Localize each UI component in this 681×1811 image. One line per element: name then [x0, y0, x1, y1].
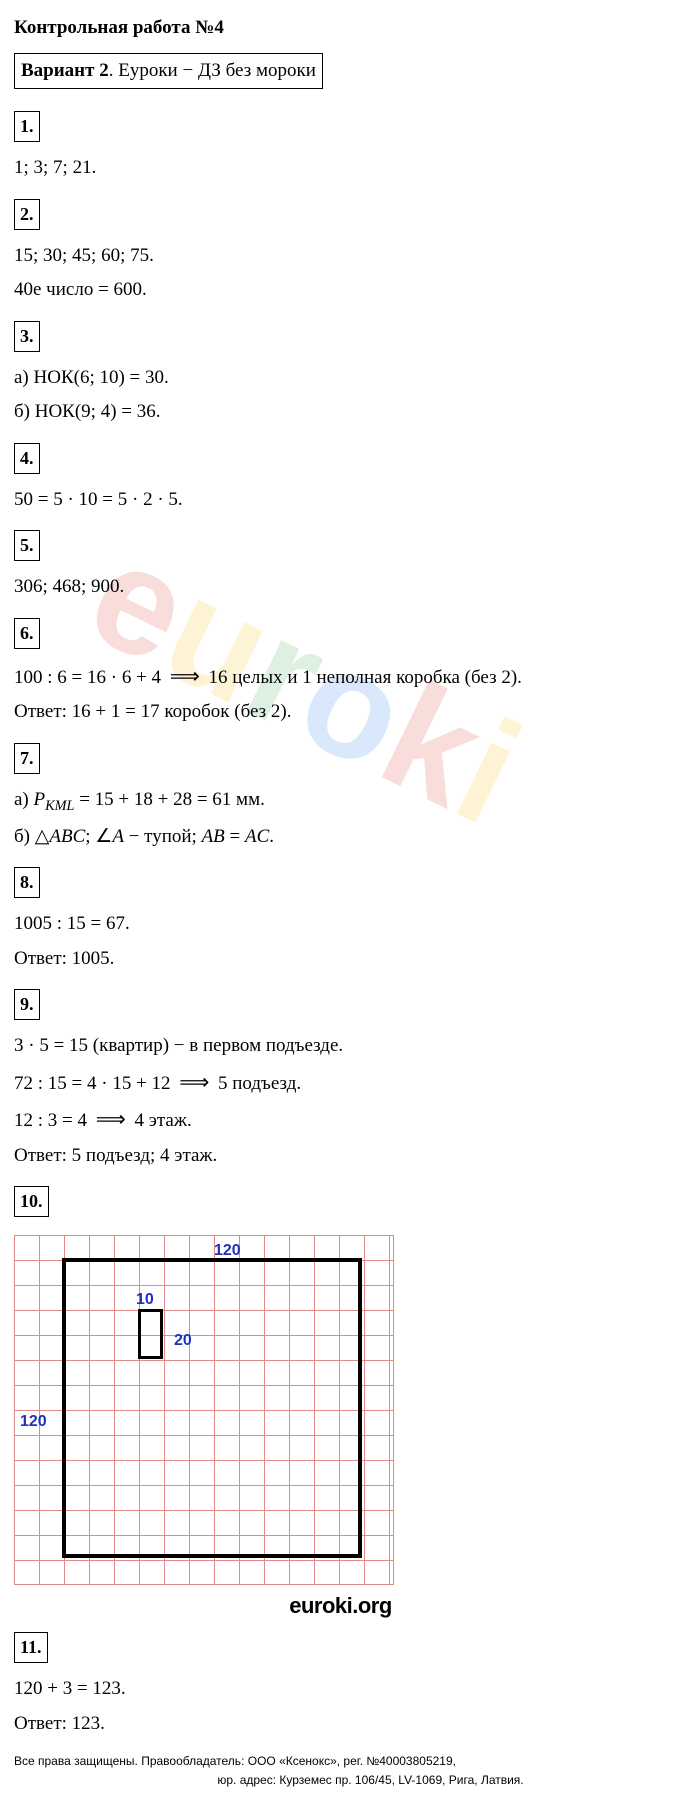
grid-dimension-label: 10 [136, 1288, 154, 1312]
question-number-8: 8. [14, 867, 40, 898]
variant-box: Вариант 2. Еуроки − ДЗ без мороки [14, 53, 323, 90]
answer-6a-post: 16 целых и 1 неполная коробка (без 2). [204, 667, 522, 688]
answer-9b-post: 5 подъезд. [213, 1073, 301, 1094]
implies-icon [92, 1110, 130, 1131]
answer-8b: Ответ: 1005. [14, 945, 667, 974]
footer: Все права защищены. Правообладатель: ООО… [14, 1752, 667, 1790]
answer-1: 1; 3; 7; 21. [14, 154, 667, 183]
question-number-5: 5. [14, 530, 40, 561]
footer-line-1: Все права защищены. Правообладатель: ООО… [14, 1754, 456, 1768]
segment-ab: AB [202, 826, 225, 847]
site-brand: euroki.org [14, 1589, 667, 1622]
answer-9b: 72 : 15 = 4 · 15 + 12 5 подъезд. [14, 1067, 667, 1099]
variant-label: Вариант 2 [21, 60, 109, 81]
small-rectangle [138, 1309, 163, 1359]
question-number-2: 2. [14, 199, 40, 230]
answer-9c-post: 4 этаж. [130, 1110, 192, 1131]
answer-7b-pre: б) △ [14, 826, 49, 847]
answer-6a-pre: 100 : 6 = 16 · 6 + 4 [14, 667, 166, 688]
answer-11b: Ответ: 123. [14, 1710, 667, 1739]
answer-8a: 1005 : 15 = 67. [14, 910, 667, 939]
dot: . [269, 826, 274, 847]
grid-dimension-label: 20 [174, 1329, 192, 1353]
implies-icon [166, 667, 204, 688]
answer-4: 50 = 5 · 10 = 5 · 2 · 5. [14, 486, 667, 515]
answer-9c-pre: 12 : 3 = 4 [14, 1110, 92, 1131]
question-number-10: 10. [14, 1186, 49, 1217]
question-number-11: 11. [14, 1632, 48, 1663]
grid-dimension-label: 120 [214, 1239, 241, 1263]
question-number-6: 6. [14, 618, 40, 649]
answer-6b: Ответ: 16 + 1 = 17 коробок (без 2). [14, 698, 667, 727]
answer-9b-pre: 72 : 15 = 4 · 15 + 12 [14, 1073, 175, 1094]
answer-7a-post: = 15 + 18 + 28 = 61 мм. [74, 789, 264, 810]
answer-9d: Ответ: 5 подъезд; 4 этаж. [14, 1142, 667, 1171]
answer-3b: б) НОК(9; 4) = 36. [14, 398, 667, 427]
answer-5: 306; 468; 900. [14, 573, 667, 602]
tup: − тупой; [124, 826, 202, 847]
question-number-9: 9. [14, 989, 40, 1020]
perimeter-symbol: P [34, 789, 46, 810]
segment-ac: AC [245, 826, 269, 847]
grid-diagram: 120 10 20 120 [14, 1235, 394, 1585]
answer-7a: а) PKML = 15 + 18 + 28 = 61 мм. [14, 786, 667, 817]
question-number-7: 7. [14, 743, 40, 774]
angle-a: A [112, 826, 124, 847]
footer-line-2: юр. адрес: Курземес пр. 106/45, LV-1069,… [74, 1771, 667, 1790]
answer-3a: а) НОК(6; 10) = 30. [14, 364, 667, 393]
big-rectangle [62, 1258, 362, 1558]
answer-7b: б) △ABC; ∠A − тупой; AB = AC. [14, 823, 667, 852]
question-number-4: 4. [14, 443, 40, 474]
question-number-1: 1. [14, 111, 40, 142]
answer-9c: 12 : 3 = 4 4 этаж. [14, 1104, 667, 1136]
answer-2b: 40е число = 600. [14, 276, 667, 305]
triangle-abc: ABC [49, 826, 85, 847]
grid-dimension-label: 120 [20, 1410, 47, 1434]
sep1: ; ∠ [85, 826, 112, 847]
answer-9a: 3 · 5 = 15 (квартир) − в первом подъезде… [14, 1032, 667, 1061]
question-number-3: 3. [14, 321, 40, 352]
eq: = [225, 826, 245, 847]
perimeter-subscript: KML [45, 797, 74, 813]
answer-6a: 100 : 6 = 16 · 6 + 4 16 целых и 1 неполн… [14, 661, 667, 693]
answer-11a: 120 + 3 = 123. [14, 1675, 667, 1704]
implies-icon [175, 1073, 213, 1094]
answer-2a: 15; 30; 45; 60; 75. [14, 242, 667, 271]
answer-7a-pre: а) [14, 789, 34, 810]
page-title: Контрольная работа №4 [14, 14, 667, 43]
variant-rest: . Еуроки − ДЗ без мороки [109, 60, 316, 81]
